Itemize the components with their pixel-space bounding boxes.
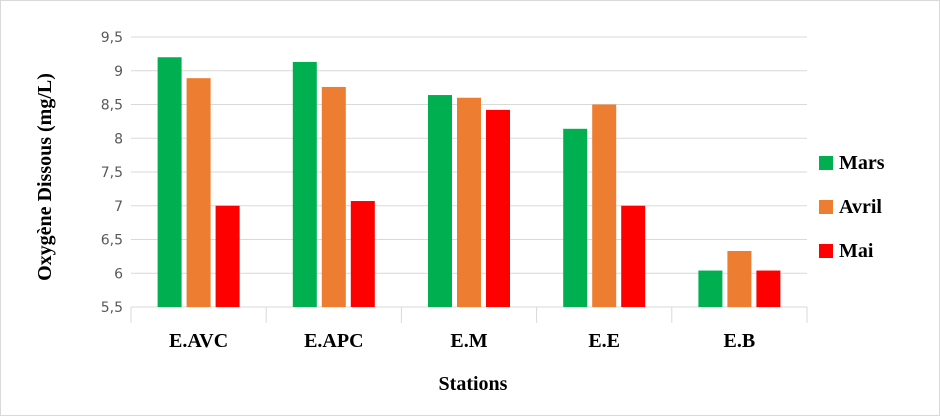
legend-label-mars: Mars (839, 152, 885, 174)
y-tick-label: 7 (114, 199, 123, 215)
y-tick-label: 5,5 (101, 300, 123, 316)
category-label: E.M (450, 330, 487, 352)
category-label: E.APC (304, 330, 363, 352)
y-tick-label: 9,5 (101, 30, 123, 46)
legend-label-avril: Avril (839, 196, 882, 218)
bar-mai-ee (621, 205, 646, 307)
category-labels: E.AVC E.APC E.M E.E E.B (169, 330, 755, 352)
bar-mars-eb (698, 270, 723, 307)
legend: Mars Avril Mai (819, 152, 885, 262)
bar-mai-em (486, 109, 510, 308)
bar-mars-eavc (157, 57, 182, 307)
bar-avril-ee (592, 104, 617, 307)
bar-avril-eb (727, 250, 752, 307)
y-tick-label: 6 (114, 266, 123, 282)
bar-avril-em (457, 97, 481, 307)
y-tick-label: 7,5 (101, 165, 123, 181)
bar-mai-eapc (350, 201, 375, 307)
y-tick-label: 8 (114, 131, 123, 147)
bar-mai-eb (756, 270, 781, 307)
legend-swatch-avril (819, 200, 833, 214)
y-tick-labels: 5,5 6 6,5 7 7,5 8 8,5 9 9,5 (101, 30, 123, 316)
bars (157, 57, 781, 308)
x-axis-title: Stations (439, 373, 508, 395)
category-label: E.B (724, 330, 756, 352)
category-label: E.E (588, 330, 620, 352)
bar-avril-eavc (186, 78, 211, 307)
legend-swatch-mars (819, 156, 833, 170)
bar-mai-eavc (215, 205, 240, 307)
bar-mars-eapc (292, 61, 317, 307)
y-tick-label: 6,5 (101, 233, 123, 249)
bar-mars-em (428, 95, 452, 307)
legend-label-mai: Mai (839, 240, 874, 262)
legend-swatch-mai (819, 244, 833, 258)
bar-mars-ee (563, 128, 588, 307)
category-label: E.AVC (169, 330, 228, 352)
x-tick-marks (130, 307, 808, 323)
y-tick-label: 8,5 (101, 98, 123, 114)
y-tick-label: 9 (114, 64, 123, 80)
y-axis-title: Oxygène Dissous (mg/L) (34, 73, 56, 281)
bar-avril-eapc (321, 86, 346, 307)
